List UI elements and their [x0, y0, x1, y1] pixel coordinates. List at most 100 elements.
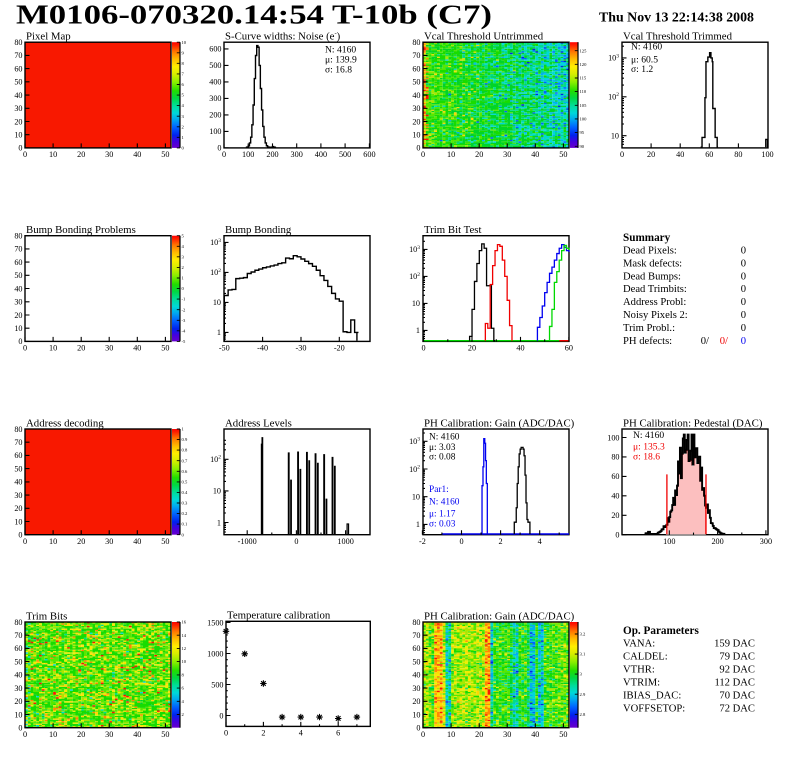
- svg-text:10: 10: [49, 537, 57, 546]
- svg-text:20: 20: [14, 504, 22, 513]
- svg-text:1: 1: [182, 276, 185, 281]
- svg-text:6: 6: [182, 82, 185, 87]
- svg-text:100: 100: [761, 150, 773, 159]
- svg-text:70: 70: [14, 51, 22, 60]
- svg-text:10: 10: [49, 730, 57, 739]
- svg-text:14: 14: [182, 633, 187, 638]
- svg-text:1: 1: [182, 427, 185, 432]
- svg-text:4: 4: [299, 729, 303, 738]
- svg-text:-30: -30: [296, 344, 307, 353]
- svg-text:-20: -20: [334, 344, 345, 353]
- svg-text:50: 50: [161, 344, 169, 353]
- svg-text:0.4: 0.4: [182, 490, 188, 495]
- svg-text:50: 50: [161, 537, 169, 546]
- svg-text:0: 0: [219, 711, 223, 720]
- svg-text:S-Curve widths: Noise (e-): S-Curve widths: Noise (e-): [225, 31, 341, 43]
- svg-text:20: 20: [468, 344, 476, 353]
- svg-text:20: 20: [647, 150, 655, 159]
- svg-text:80: 80: [14, 618, 22, 627]
- svg-text:σ: 1.2: σ: 1.2: [631, 64, 653, 75]
- svg-text:2: 2: [261, 729, 265, 738]
- svg-text:10: 10: [213, 487, 221, 496]
- svg-text:30: 30: [503, 730, 511, 739]
- svg-text:0: 0: [741, 271, 746, 282]
- svg-text:80: 80: [412, 38, 420, 47]
- svg-text:80: 80: [734, 150, 742, 159]
- svg-text:2: 2: [499, 537, 503, 546]
- svg-text:1: 1: [217, 328, 221, 337]
- svg-text:200: 200: [711, 537, 723, 546]
- svg-text:CALDEL:: CALDEL:: [623, 652, 668, 663]
- svg-text:20: 20: [412, 697, 420, 706]
- svg-text:-40: -40: [257, 344, 268, 353]
- svg-text:N: 4160: N: 4160: [429, 498, 460, 508]
- svg-text:40: 40: [531, 150, 539, 159]
- svg-text:20: 20: [77, 344, 85, 353]
- svg-text:50: 50: [161, 150, 169, 159]
- svg-text:0: 0: [459, 537, 463, 546]
- svg-text:102: 102: [210, 268, 221, 277]
- svg-text:0: 0: [741, 336, 746, 347]
- svg-text:115: 115: [580, 76, 587, 81]
- svg-text:0: 0: [18, 144, 22, 153]
- svg-text:2: 2: [182, 124, 185, 129]
- svg-text:-4: -4: [182, 328, 187, 333]
- svg-text:0: 0: [741, 258, 746, 269]
- svg-text:σ: 18.6: σ: 18.6: [633, 452, 660, 463]
- svg-text:60: 60: [412, 644, 420, 653]
- svg-text:20: 20: [14, 311, 22, 320]
- svg-text:σ: 0.08: σ: 0.08: [429, 453, 456, 463]
- svg-text:0: 0: [615, 531, 619, 540]
- svg-text:100: 100: [580, 117, 588, 122]
- svg-text:0: 0: [182, 532, 185, 537]
- svg-text:70: 70: [14, 631, 22, 640]
- svg-text:103: 103: [409, 437, 420, 446]
- svg-text:Op. Parameters: Op. Parameters: [623, 625, 699, 637]
- svg-text:Noisy Pixels 2:: Noisy Pixels 2:: [623, 310, 688, 321]
- svg-text:0: 0: [421, 730, 425, 739]
- svg-text:40: 40: [531, 730, 539, 739]
- svg-text:105: 105: [580, 103, 588, 108]
- svg-text:20: 20: [77, 537, 85, 546]
- svg-text:7: 7: [182, 72, 185, 77]
- svg-text:30: 30: [14, 684, 22, 693]
- svg-text:Address Levels: Address Levels: [225, 417, 292, 429]
- svg-text:79 DAC: 79 DAC: [719, 652, 755, 663]
- svg-text:80: 80: [412, 618, 420, 627]
- svg-text:0.7: 0.7: [182, 458, 188, 463]
- svg-text:μ: 1.17: μ: 1.17: [429, 510, 456, 520]
- svg-text:2: 2: [182, 265, 185, 270]
- svg-text:3: 3: [182, 254, 185, 259]
- svg-text:0: 0: [18, 337, 22, 346]
- svg-text:50: 50: [559, 150, 567, 159]
- svg-text:40: 40: [14, 671, 22, 680]
- svg-text:120: 120: [580, 62, 588, 67]
- svg-text:4: 4: [182, 699, 185, 704]
- svg-text:60: 60: [14, 64, 22, 73]
- svg-text:-1000: -1000: [238, 537, 257, 546]
- svg-text:600: 600: [363, 150, 375, 159]
- svg-text:60: 60: [412, 64, 420, 73]
- svg-text:Bump Bonding: Bump Bonding: [225, 224, 292, 236]
- svg-text:50: 50: [161, 730, 169, 739]
- svg-text:50: 50: [559, 730, 567, 739]
- svg-text:-2: -2: [182, 307, 187, 312]
- svg-text:40: 40: [516, 344, 524, 353]
- svg-text:-5: -5: [182, 339, 187, 344]
- svg-text:Par1:: Par1:: [429, 485, 449, 495]
- svg-text:8: 8: [182, 673, 185, 678]
- svg-text:0: 0: [741, 323, 746, 334]
- svg-text:Thu Nov 13 22:14:38 2008: Thu Nov 13 22:14:38 2008: [599, 10, 754, 25]
- svg-text:10: 10: [14, 710, 22, 719]
- svg-text:100: 100: [607, 433, 619, 442]
- svg-text:5: 5: [182, 233, 185, 238]
- svg-text:0.6: 0.6: [182, 469, 188, 474]
- svg-text:Mask defects:: Mask defects:: [623, 258, 682, 269]
- svg-text:80: 80: [14, 232, 22, 241]
- svg-text:0: 0: [416, 144, 420, 153]
- svg-text:N: 4160: N: 4160: [631, 42, 662, 53]
- svg-text:10: 10: [14, 517, 22, 526]
- svg-text:PH defects:: PH defects:: [623, 336, 672, 347]
- svg-text:0: 0: [23, 344, 27, 353]
- svg-text:110: 110: [580, 89, 587, 94]
